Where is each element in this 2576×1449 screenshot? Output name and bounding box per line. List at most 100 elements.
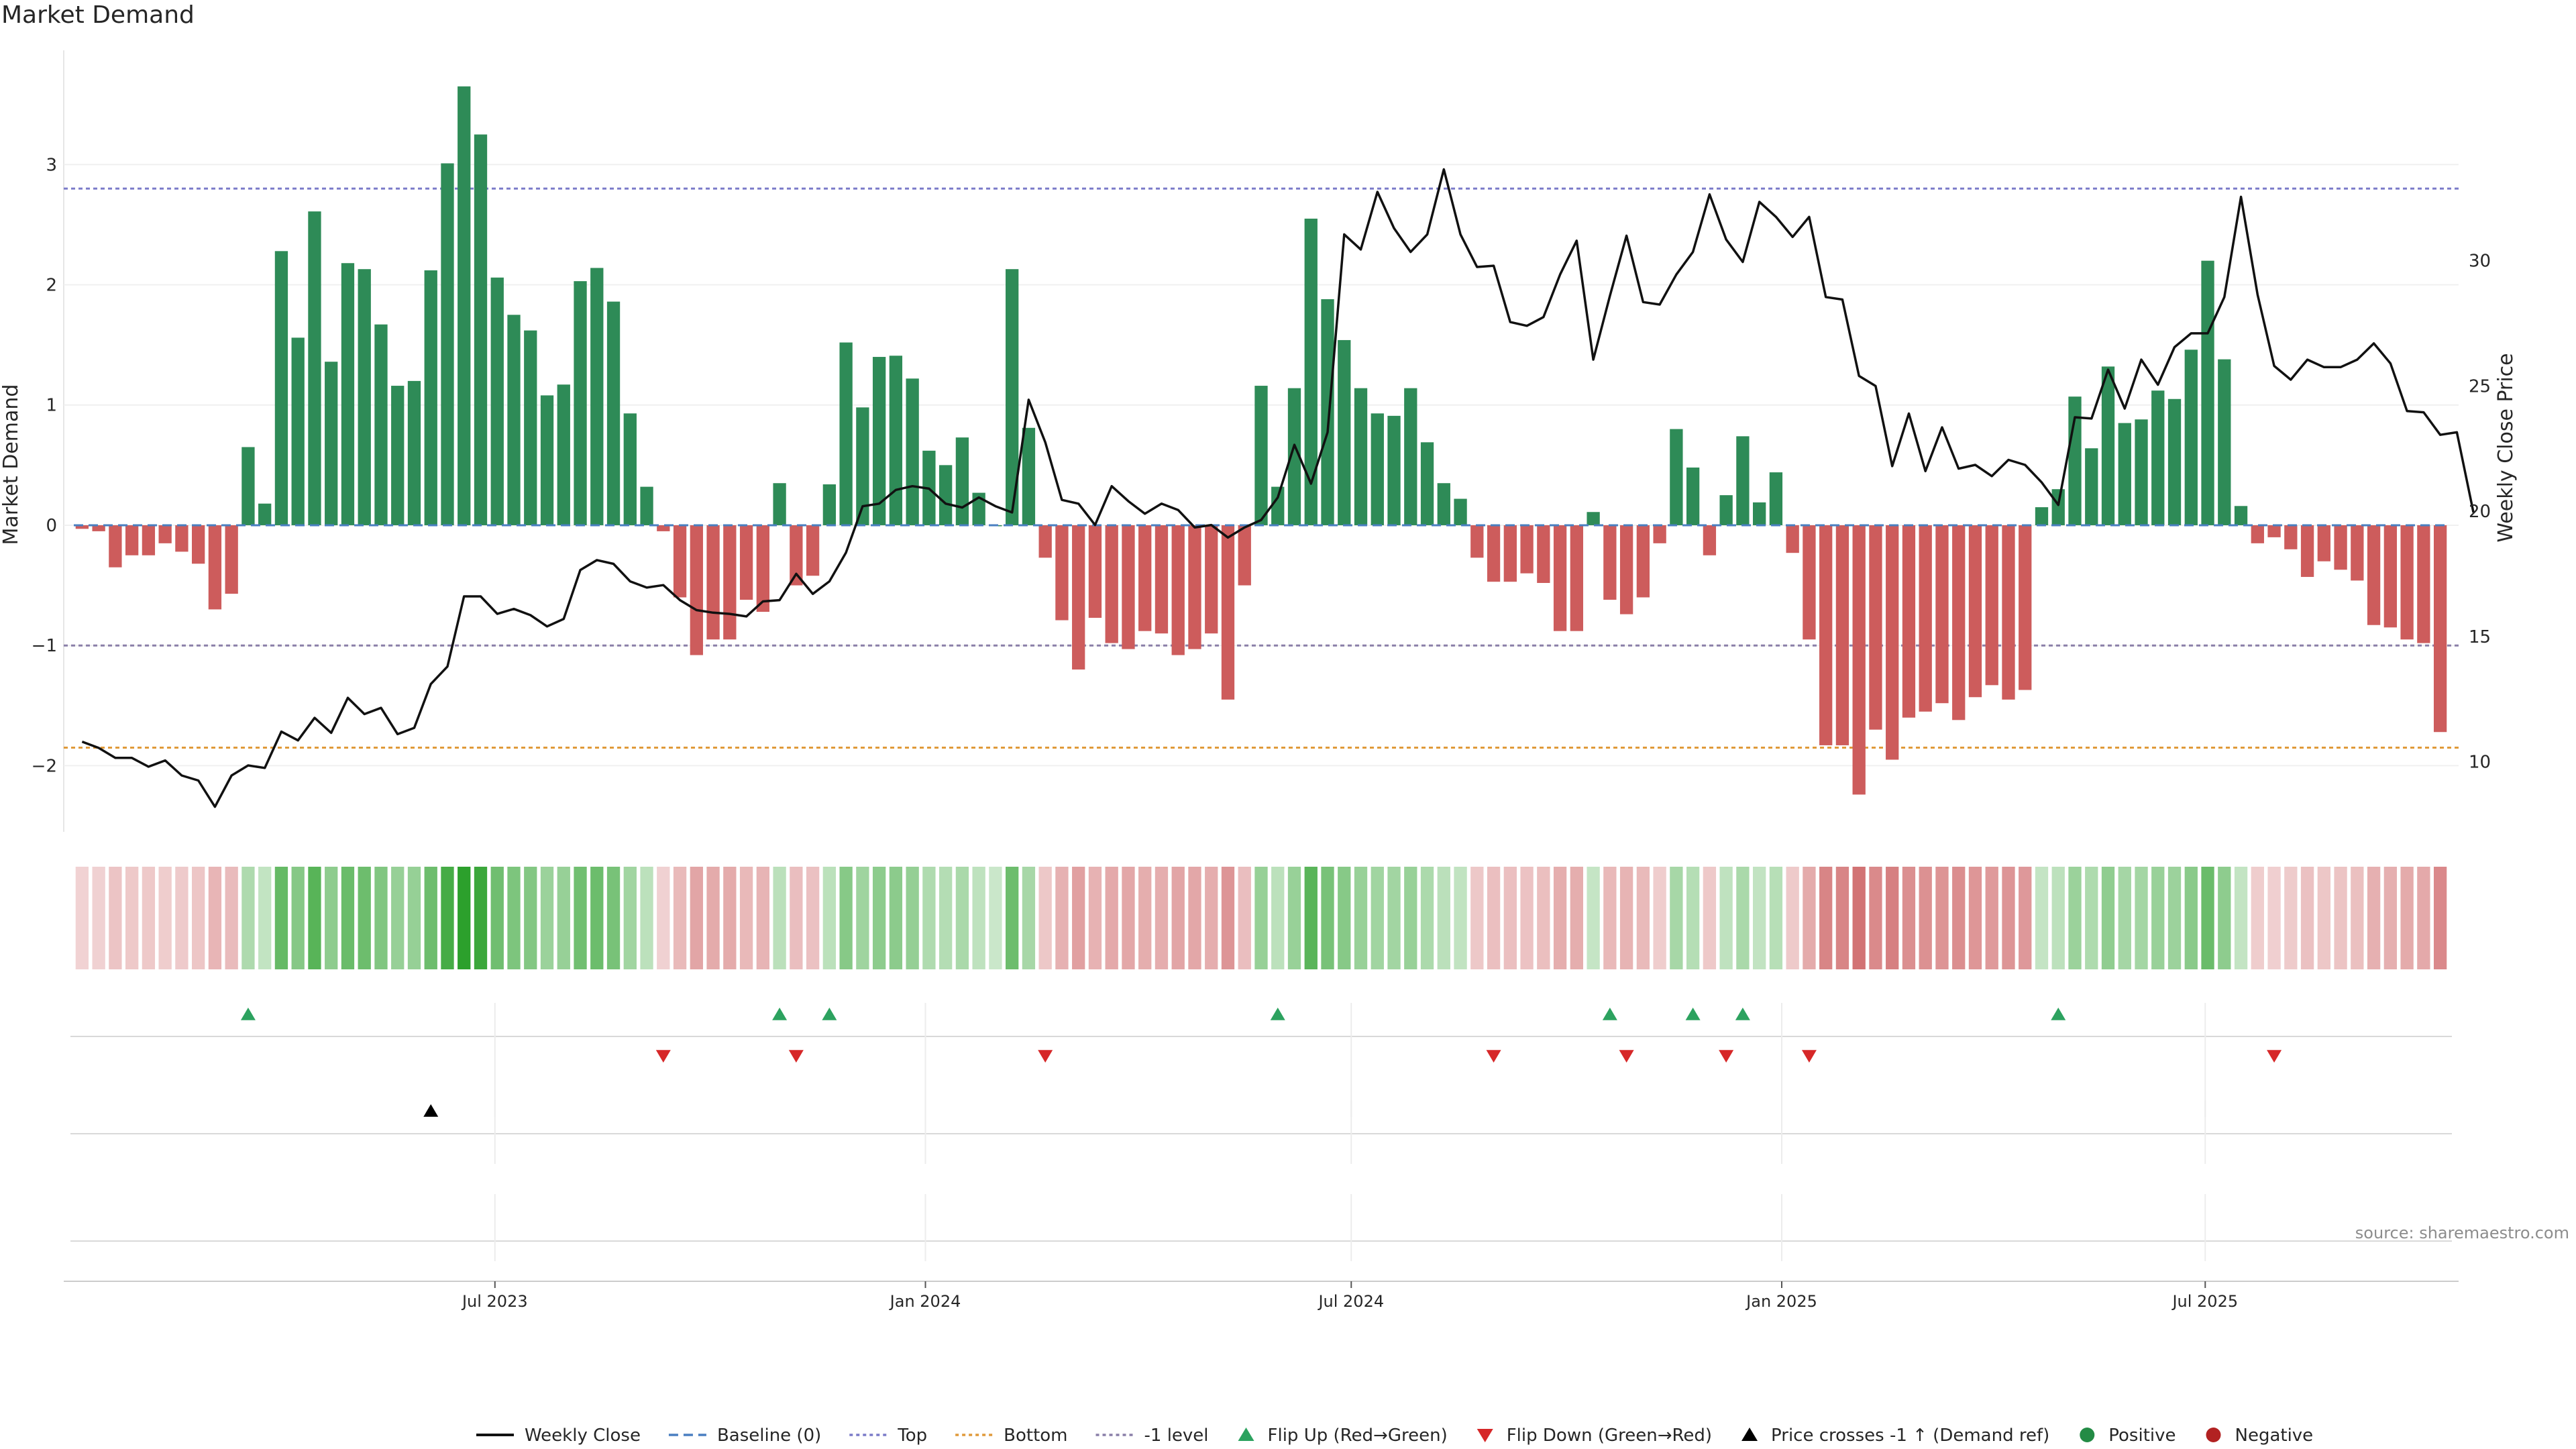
demand-bar — [325, 362, 338, 525]
demand-bar — [723, 525, 737, 640]
heat-cell — [109, 867, 122, 969]
heat-cell — [291, 867, 305, 969]
heat-cell — [790, 867, 803, 969]
demand-bar — [2300, 525, 2314, 578]
heat-cell — [1886, 867, 1899, 969]
demand-bar — [673, 525, 687, 598]
y-right-tick-label: 15 — [2469, 627, 2491, 647]
demand-bar — [1968, 525, 1982, 698]
heat-cell — [1354, 867, 1368, 969]
demand-bar — [2351, 525, 2364, 581]
heat-cell — [1420, 867, 1434, 969]
flip-down-marker — [2267, 1050, 2282, 1063]
demand-bar — [1919, 525, 1932, 712]
demand-bar — [1819, 525, 1833, 745]
x-tick-label: Jan 2024 — [889, 1292, 961, 1311]
flip-down-marker — [1801, 1050, 1817, 1063]
heat-cell — [1238, 867, 1251, 969]
flip-up-marker — [822, 1008, 837, 1020]
demand-bar — [1487, 525, 1501, 582]
demand-bar — [92, 525, 105, 531]
heat-cell — [1968, 867, 1982, 969]
demand-bar — [2019, 525, 2032, 690]
heat-cell — [2085, 867, 2098, 969]
demand-bar — [474, 134, 488, 525]
demand-bar — [1072, 525, 1085, 670]
y-left-axis-label: Market Demand — [0, 384, 23, 545]
demand-bar — [756, 525, 769, 612]
heat-cell — [673, 867, 687, 969]
demand-bar — [2417, 525, 2430, 643]
flip-up-marker — [1270, 1008, 1285, 1020]
heat-cell — [1636, 867, 1650, 969]
demand-bar — [1587, 512, 1600, 525]
heat-cell — [640, 867, 653, 969]
flip-up-marker — [240, 1008, 256, 1020]
heat-cell — [241, 867, 255, 969]
demand-bar — [1769, 472, 1783, 525]
demand-bar — [1088, 525, 1102, 618]
heat-cell — [1736, 867, 1750, 969]
heat-cell — [2135, 867, 2148, 969]
legend-label: Positive — [2108, 1426, 2176, 1446]
heat-cell — [1653, 867, 1666, 969]
demand-bar — [1886, 525, 1899, 760]
flip-down-marker — [1619, 1050, 1634, 1063]
demand-bar — [1703, 525, 1717, 555]
heat-cell — [690, 867, 703, 969]
legend-label: Negative — [2235, 1426, 2314, 1446]
flip-up-marker — [1685, 1008, 1701, 1020]
legend-label: Flip Down (Green→Red) — [1507, 1426, 1712, 1446]
heat-cell — [1487, 867, 1501, 969]
legend-swatch-tri-down — [1477, 1429, 1493, 1442]
demand-bar — [1420, 442, 1434, 525]
demand-bar — [938, 465, 953, 525]
heat-cell — [1503, 867, 1517, 969]
demand-bar — [2218, 359, 2231, 525]
demand-bar — [706, 525, 720, 640]
demand-bar — [806, 525, 820, 576]
demand-bar — [391, 386, 405, 525]
y-left-tick-label: −2 — [32, 756, 57, 776]
event-rows — [70, 1003, 2452, 1261]
heat-cell — [1985, 867, 1998, 969]
x-tick-label: Jul 2025 — [2171, 1292, 2238, 1311]
demand-bar — [1304, 218, 1318, 525]
legend-label: Price crosses -1 ↑ (Demand ref) — [1771, 1426, 2049, 1446]
flip-down-marker — [1038, 1050, 1053, 1063]
demand-bar — [1686, 467, 1700, 525]
price-line — [81, 168, 2475, 808]
demand-bar — [2151, 390, 2165, 525]
demand-bar — [1619, 525, 1633, 614]
demand-bar — [623, 413, 637, 525]
heat-cell — [374, 867, 388, 969]
demand-bar — [1736, 436, 1750, 525]
demand-bar — [458, 86, 471, 525]
heat-cell — [1686, 867, 1700, 969]
demand-bar — [507, 315, 521, 525]
heat-cell — [2400, 867, 2414, 969]
demand-bar — [2085, 448, 2098, 525]
heat-cell — [606, 867, 621, 969]
demand-bar — [2101, 366, 2115, 525]
demand-bar — [1171, 525, 1185, 655]
heat-cell — [1587, 867, 1600, 969]
demand-bar — [158, 525, 172, 543]
demand-bar — [557, 384, 570, 525]
heat-cell — [1437, 867, 1450, 969]
demand-bar — [1553, 525, 1567, 631]
flip-up-marker — [2051, 1008, 2066, 1020]
heat-cell — [1287, 867, 1301, 969]
heat-cell — [1952, 867, 1966, 969]
demand-bar — [1022, 427, 1036, 525]
heat-cell — [773, 867, 786, 969]
demand-bar — [1155, 525, 1169, 634]
heat-cell — [424, 867, 437, 969]
heat-cell — [308, 867, 321, 969]
heat-cell — [955, 867, 969, 969]
demand-bar — [1852, 525, 1866, 795]
heat-cell — [274, 867, 288, 969]
demand-bar — [308, 211, 321, 525]
legend-label: Weekly Close — [525, 1426, 641, 1446]
demand-bar — [1437, 483, 1450, 525]
